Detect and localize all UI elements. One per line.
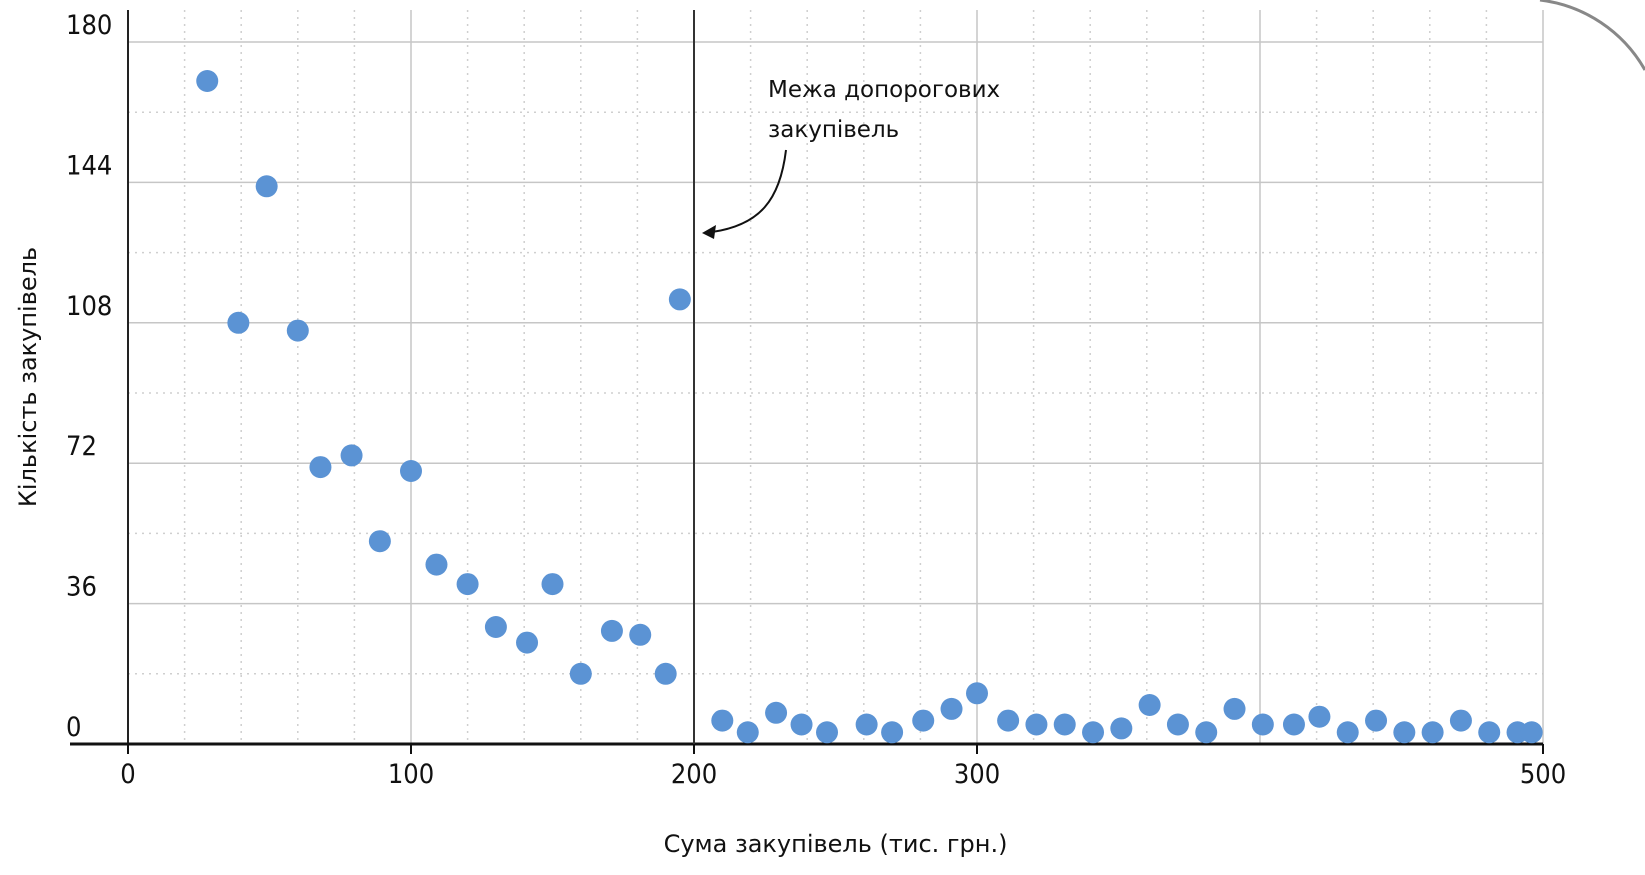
data-point xyxy=(227,311,250,334)
data-point xyxy=(1025,713,1048,736)
y-tick-label: 180 xyxy=(66,10,112,41)
data-point xyxy=(1336,721,1359,744)
data-point xyxy=(1082,721,1105,744)
data-point xyxy=(736,721,759,744)
x-axis-label: Сума закупівель (тис. грн.) xyxy=(664,830,1008,858)
data-point xyxy=(1393,721,1416,744)
data-point xyxy=(1166,713,1189,736)
data-point xyxy=(1520,721,1543,744)
data-point xyxy=(255,175,278,198)
data-point xyxy=(668,288,691,311)
corner-decoration xyxy=(1539,0,1645,71)
data-point xyxy=(881,721,904,744)
data-point xyxy=(1251,713,1274,736)
data-point xyxy=(1365,709,1388,732)
data-point xyxy=(196,70,219,92)
threshold-group xyxy=(693,10,787,744)
data-point xyxy=(940,697,963,720)
threshold-annotation-line-1: Межа допорогових xyxy=(768,77,1000,103)
data-point xyxy=(541,573,564,596)
data-point xyxy=(1138,694,1161,716)
data-point xyxy=(1053,713,1076,736)
axes xyxy=(70,10,1544,754)
data-point xyxy=(1308,705,1331,728)
data-point xyxy=(790,713,813,736)
y-tick-label: 36 xyxy=(66,572,97,603)
minor-grid xyxy=(128,10,1543,744)
data-point xyxy=(1478,721,1501,744)
y-tick-label: 0 xyxy=(66,712,81,743)
data-point xyxy=(1195,721,1218,744)
data-point xyxy=(340,444,363,467)
data-point xyxy=(484,616,507,638)
x-tick-label: 300 xyxy=(954,759,1000,790)
data-point xyxy=(1223,697,1246,720)
data-point xyxy=(309,456,332,479)
data-point xyxy=(765,701,788,724)
data-point xyxy=(997,709,1020,732)
x-tick-label: 200 xyxy=(671,759,717,790)
data-point xyxy=(1110,717,1133,740)
y-axis-label: Кількість закупівель xyxy=(14,247,42,507)
data-point xyxy=(400,460,422,482)
data-point xyxy=(286,319,309,342)
data-point xyxy=(569,662,592,685)
data-point xyxy=(1449,709,1472,732)
data-point xyxy=(368,530,391,553)
y-tick-label: 108 xyxy=(66,291,112,322)
data-point xyxy=(516,631,539,654)
tick-labels: 0 36 72 108 144 180 0 100 200 300 500 xyxy=(66,10,1566,790)
data-point xyxy=(600,619,623,642)
annotation-arrow-curve xyxy=(711,149,787,233)
data-points xyxy=(196,70,1543,744)
x-tick-label: 500 xyxy=(1520,759,1566,790)
data-point xyxy=(456,573,479,596)
data-point xyxy=(1282,713,1305,736)
x-tick-label: 100 xyxy=(388,759,434,790)
major-grid xyxy=(128,10,1544,744)
y-tick-label: 72 xyxy=(66,431,97,462)
threshold-annotation: Межа допорогових закупівель xyxy=(768,77,1007,143)
annotation-arrow-head xyxy=(702,225,716,239)
data-point xyxy=(711,709,734,732)
data-point xyxy=(855,713,878,736)
data-point xyxy=(425,553,448,576)
data-point xyxy=(1421,721,1444,744)
data-point xyxy=(654,662,677,685)
data-point xyxy=(816,721,839,744)
threshold-annotation-line-2: закупівель xyxy=(768,117,899,143)
x-tick-label: 0 xyxy=(120,759,135,790)
y-tick-label: 144 xyxy=(66,150,112,181)
data-point xyxy=(912,709,935,732)
data-point xyxy=(629,623,652,646)
data-point xyxy=(966,682,988,705)
